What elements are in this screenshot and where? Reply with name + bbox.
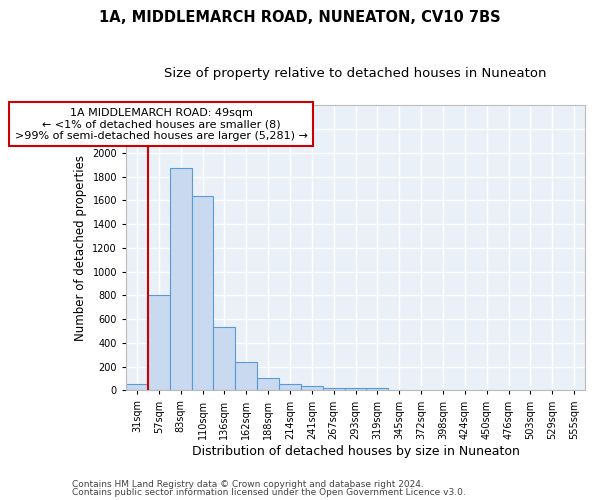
Text: Contains public sector information licensed under the Open Government Licence v3: Contains public sector information licen… — [72, 488, 466, 497]
Bar — [126, 384, 148, 390]
X-axis label: Distribution of detached houses by size in Nuneaton: Distribution of detached houses by size … — [191, 444, 520, 458]
Text: 1A MIDDLEMARCH ROAD: 49sqm
← <1% of detached houses are smaller (8)
>99% of semi: 1A MIDDLEMARCH ROAD: 49sqm ← <1% of deta… — [14, 108, 307, 141]
Bar — [235, 362, 257, 390]
Bar — [148, 296, 170, 390]
Title: Size of property relative to detached houses in Nuneaton: Size of property relative to detached ho… — [164, 68, 547, 80]
Y-axis label: Number of detached properties: Number of detached properties — [74, 155, 86, 341]
Bar — [170, 168, 191, 390]
Bar — [191, 196, 214, 390]
Bar — [214, 328, 235, 390]
Bar — [257, 378, 279, 390]
Bar — [323, 388, 344, 390]
Text: 1A, MIDDLEMARCH ROAD, NUNEATON, CV10 7BS: 1A, MIDDLEMARCH ROAD, NUNEATON, CV10 7BS — [99, 10, 501, 25]
Bar — [367, 388, 388, 390]
Text: Contains HM Land Registry data © Crown copyright and database right 2024.: Contains HM Land Registry data © Crown c… — [72, 480, 424, 489]
Bar — [279, 384, 301, 390]
Bar — [344, 388, 367, 390]
Bar — [301, 386, 323, 390]
